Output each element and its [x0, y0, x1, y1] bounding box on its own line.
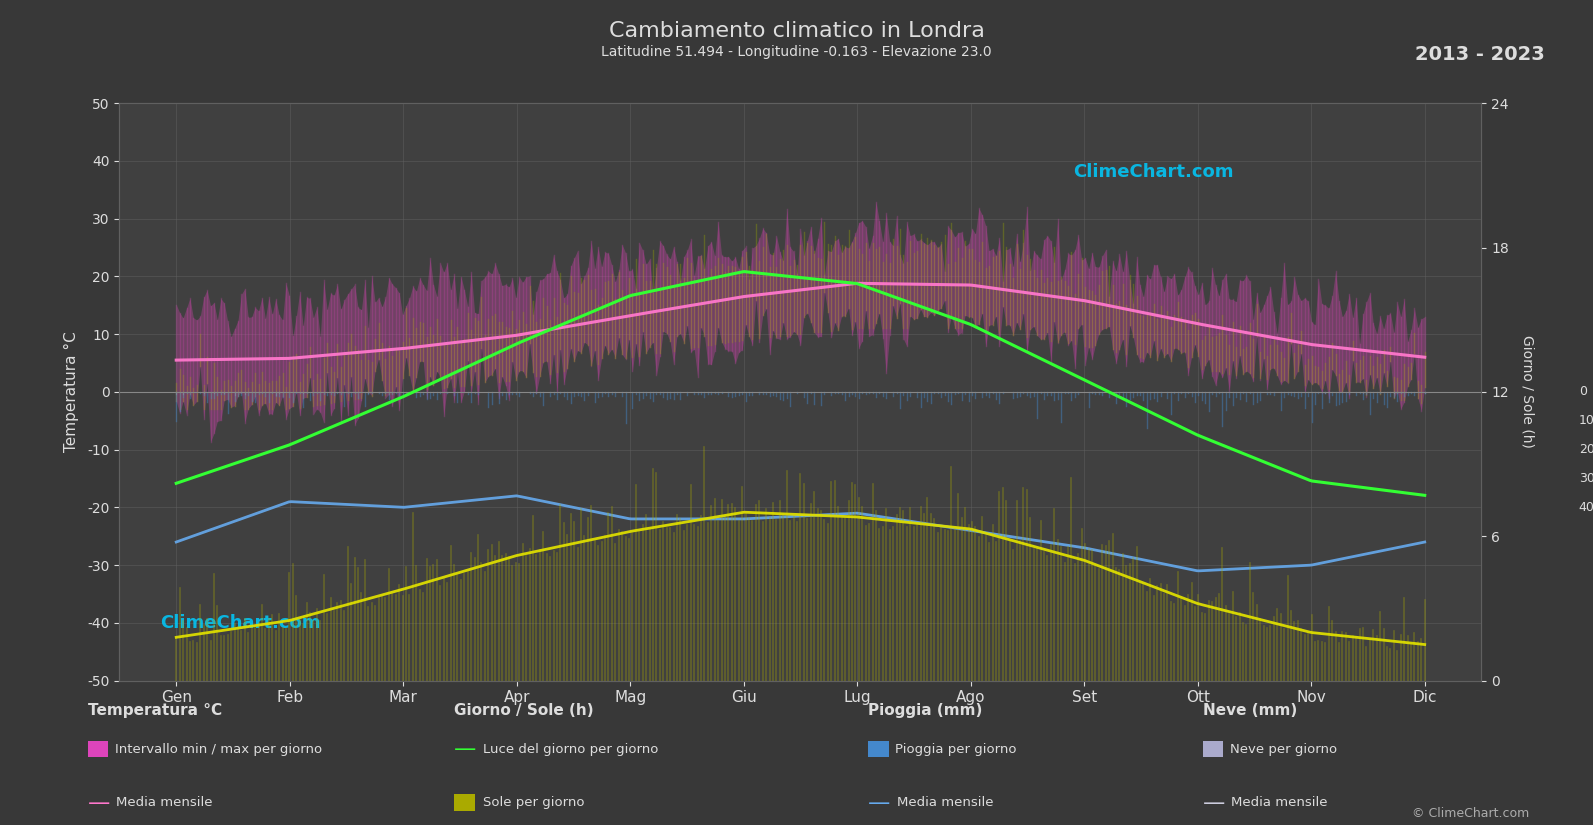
Text: —: — [1203, 793, 1225, 813]
Text: 20: 20 [1579, 443, 1593, 456]
Text: 0: 0 [1579, 385, 1587, 398]
Text: Neve per giorno: Neve per giorno [1230, 742, 1337, 756]
Y-axis label: Temperatura °C: Temperatura °C [64, 332, 80, 452]
Text: Neve (mm): Neve (mm) [1203, 703, 1297, 718]
Text: Luce del giorno per giorno: Luce del giorno per giorno [483, 742, 658, 756]
Y-axis label: Giorno / Sole (h): Giorno / Sole (h) [1520, 336, 1534, 448]
Text: 2013 - 2023: 2013 - 2023 [1416, 45, 1545, 64]
Text: —: — [454, 739, 476, 759]
Text: Intervallo min / max per giorno: Intervallo min / max per giorno [115, 742, 322, 756]
Text: ClimeChart.com: ClimeChart.com [1074, 163, 1233, 182]
Text: Sole per giorno: Sole per giorno [483, 796, 585, 809]
Text: © ClimeChart.com: © ClimeChart.com [1411, 807, 1529, 820]
Text: 40: 40 [1579, 501, 1593, 514]
Text: Cambiamento climatico in Londra: Cambiamento climatico in Londra [609, 21, 984, 40]
Text: 10: 10 [1579, 414, 1593, 427]
Text: Pioggia per giorno: Pioggia per giorno [895, 742, 1016, 756]
Text: ClimeChart.com: ClimeChart.com [161, 614, 320, 632]
Text: Temperatura °C: Temperatura °C [88, 703, 221, 718]
Text: —: — [868, 793, 890, 813]
Text: Media mensile: Media mensile [897, 796, 994, 809]
Text: Media mensile: Media mensile [116, 796, 213, 809]
Text: 30: 30 [1579, 472, 1593, 485]
Text: Giorno / Sole (h): Giorno / Sole (h) [454, 703, 594, 718]
Text: —: — [454, 822, 476, 825]
Text: —: — [88, 793, 110, 813]
Text: Latitudine 51.494 - Longitudine -0.163 - Elevazione 23.0: Latitudine 51.494 - Longitudine -0.163 -… [601, 45, 992, 59]
Text: Pioggia (mm): Pioggia (mm) [868, 703, 983, 718]
Text: Media mensile: Media mensile [1231, 796, 1329, 809]
